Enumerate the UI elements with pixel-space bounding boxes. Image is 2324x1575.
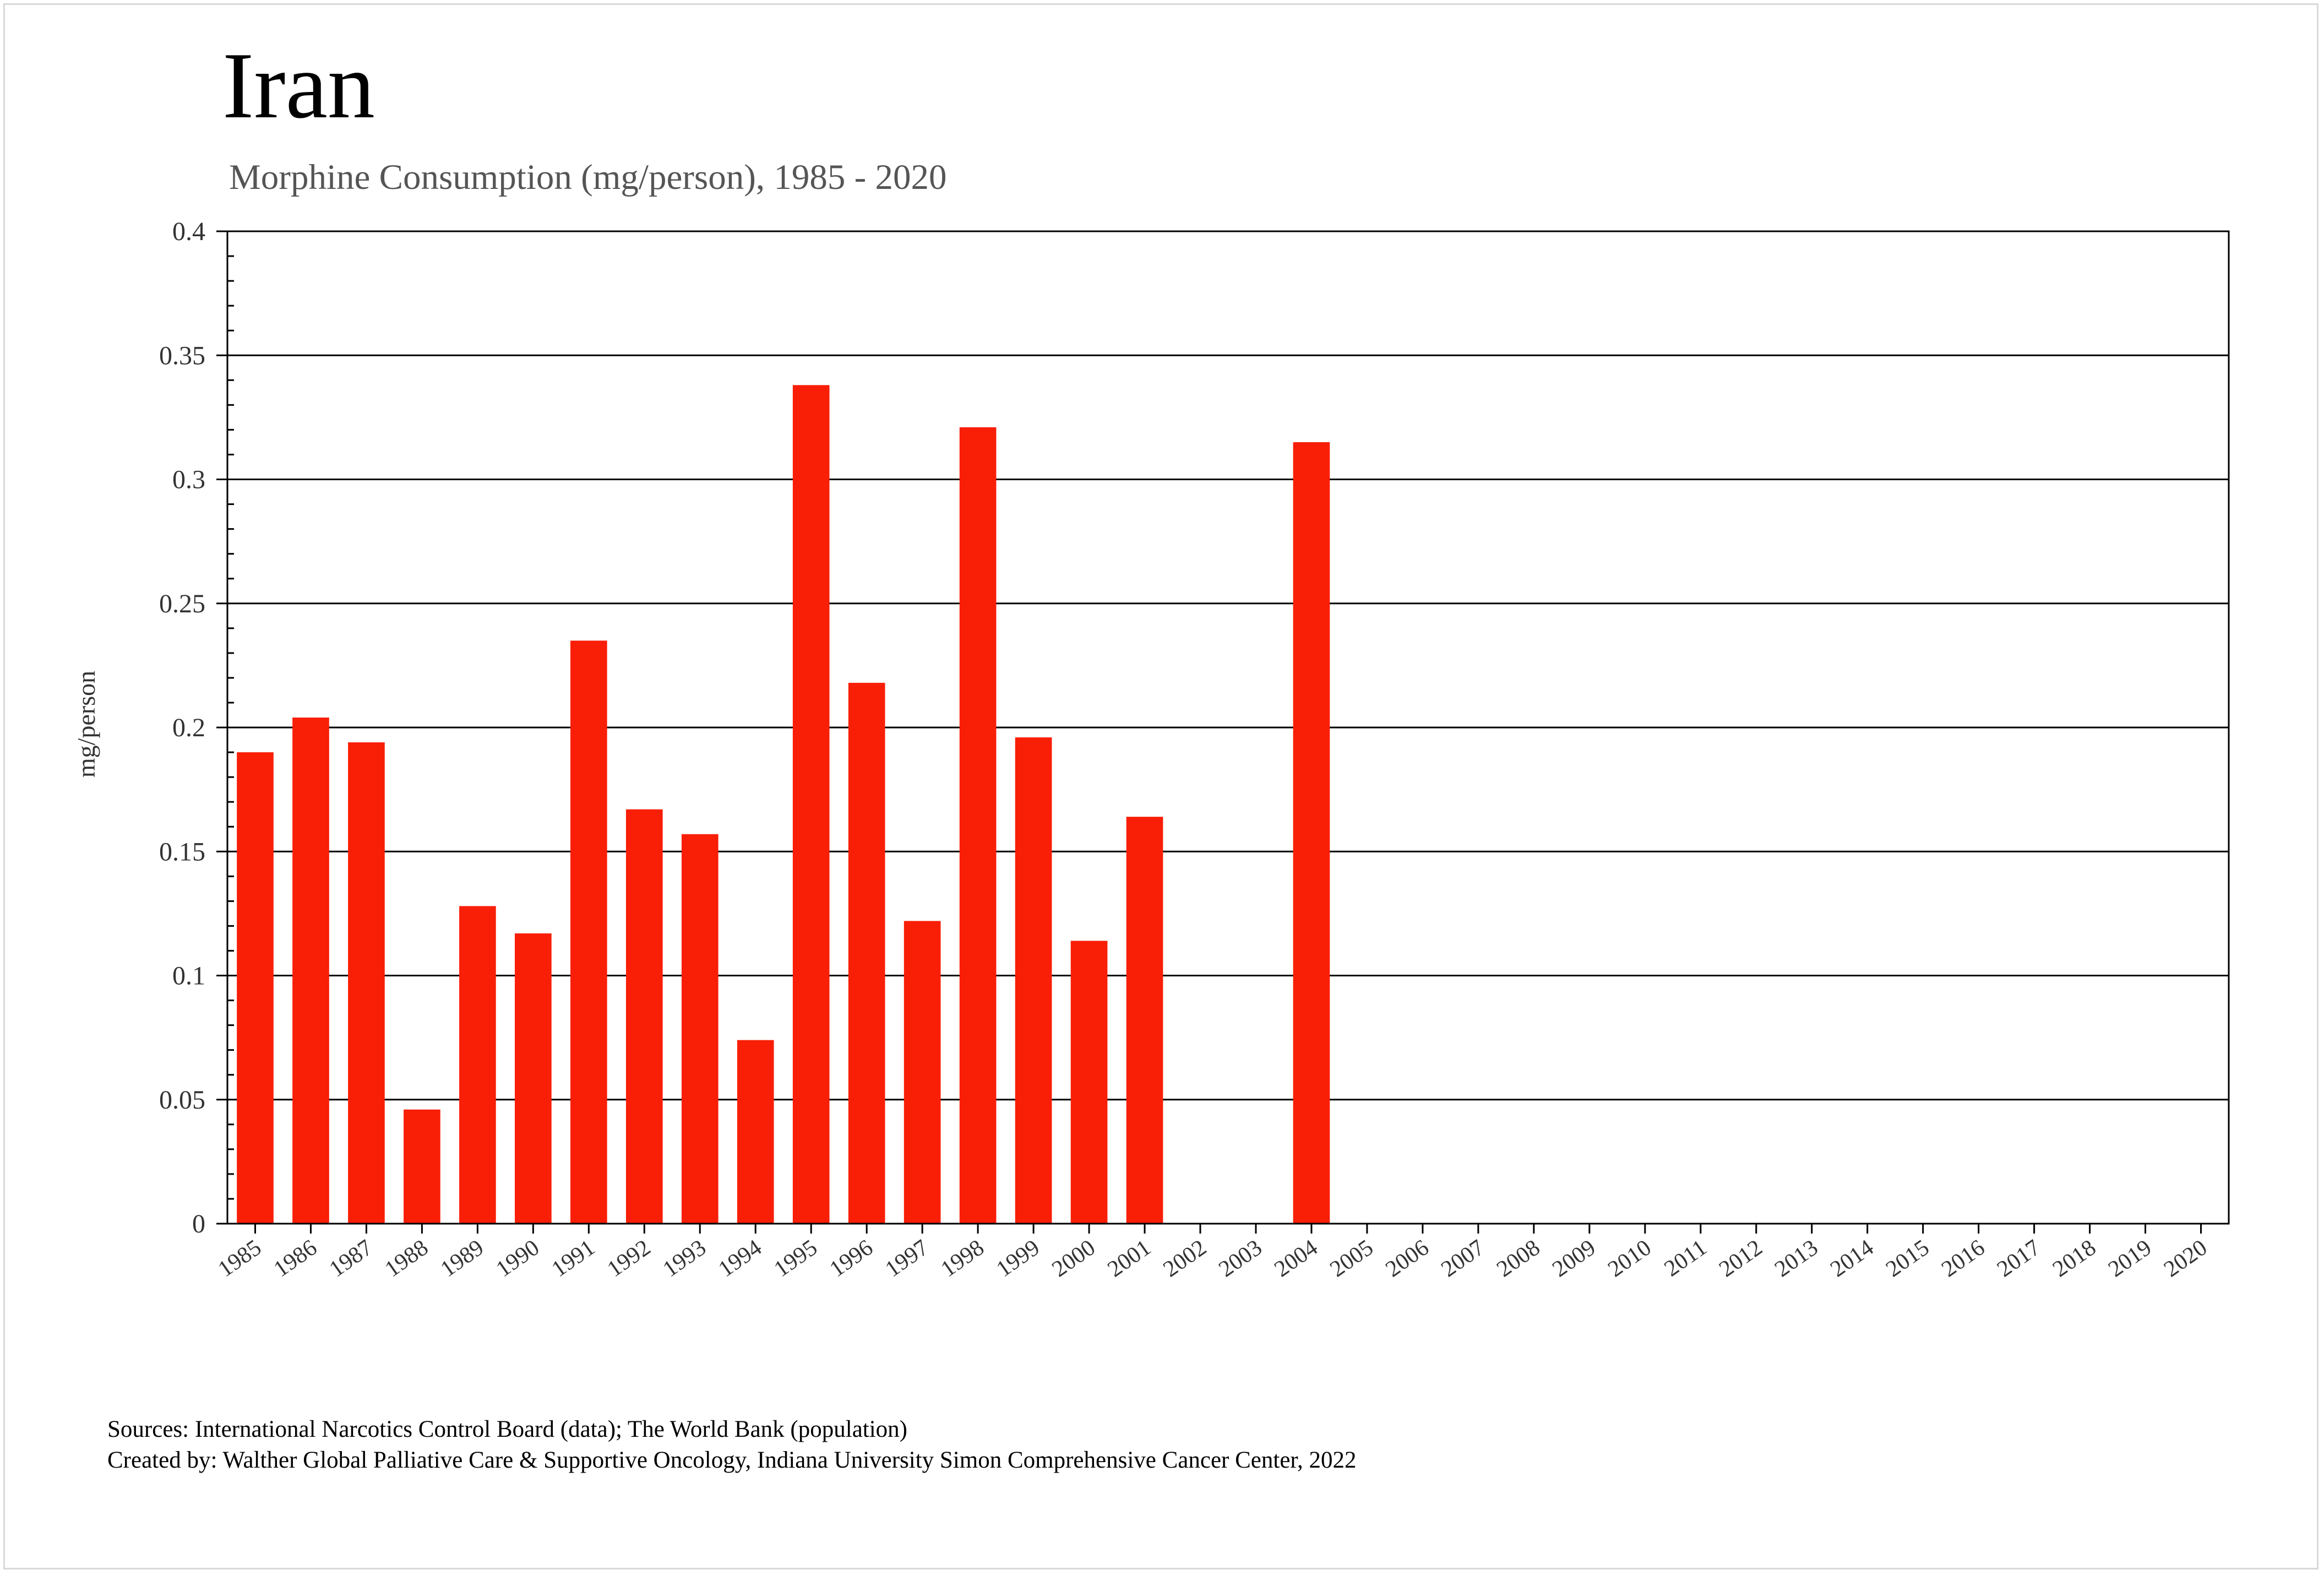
x-tick-label: 1992 bbox=[603, 1235, 655, 1283]
bar-1986 bbox=[292, 717, 329, 1224]
x-tick-label: 1993 bbox=[658, 1235, 711, 1283]
x-tick-label: 2001 bbox=[1103, 1235, 1156, 1283]
x-tick-label: 2015 bbox=[1881, 1235, 1934, 1283]
y-axis: 0 0.05 0.1 0.15 0.2 0.25 0.3 0.35 0.4 bbox=[159, 217, 234, 1239]
chart-frame bbox=[3, 3, 2318, 1569]
x-tick-label: 2010 bbox=[1603, 1235, 1656, 1283]
x-tick-label: 1987 bbox=[325, 1235, 377, 1283]
x-tick-label: 1985 bbox=[214, 1235, 266, 1283]
x-tick-label: 2006 bbox=[1381, 1235, 1433, 1283]
y-tick-label: 0.05 bbox=[159, 1085, 205, 1115]
x-tick-label: 1994 bbox=[714, 1235, 766, 1283]
bar-2001 bbox=[1126, 817, 1163, 1224]
x-tick-label: 1990 bbox=[492, 1235, 544, 1283]
y-tick-label: 0.4 bbox=[172, 217, 205, 246]
x-tick-label: 2018 bbox=[2048, 1235, 2100, 1283]
x-tick-label: 2012 bbox=[1715, 1235, 1767, 1283]
y-tick-label: 0.3 bbox=[172, 465, 205, 495]
x-tick-label: 2019 bbox=[2104, 1235, 2156, 1283]
y-tick-label: 0.15 bbox=[159, 837, 205, 866]
x-tick-label: 1991 bbox=[547, 1235, 600, 1283]
x-tick-label: 1996 bbox=[825, 1235, 878, 1283]
x-axis: 1985 1986 1987 1988 1989 1990 1991 1992 1993 1994… bbox=[214, 1224, 2212, 1282]
created-by-note: Created by: Walther Global Palliative Ca… bbox=[107, 1447, 1357, 1473]
chart-footer: Sources: International Narcotics Control… bbox=[107, 1414, 1357, 1476]
grid-lines bbox=[227, 354, 2229, 1101]
y-tick-label: 0.1 bbox=[172, 962, 205, 991]
bar-1988 bbox=[404, 1109, 440, 1224]
y-tick-label: 0.25 bbox=[159, 589, 205, 618]
x-tick-label: 2017 bbox=[1993, 1235, 2045, 1283]
bar-1985 bbox=[237, 752, 274, 1224]
bar-2000 bbox=[1070, 941, 1108, 1224]
bar-1995 bbox=[792, 385, 830, 1224]
x-tick-label: 1986 bbox=[269, 1235, 322, 1283]
x-tick-label: 2013 bbox=[1770, 1235, 1822, 1283]
x-tick-label: 2007 bbox=[1436, 1235, 1489, 1283]
bar-1997 bbox=[904, 921, 941, 1224]
y-axis-label: mg/person bbox=[72, 671, 100, 778]
y-tick-label: 0.35 bbox=[159, 341, 205, 370]
y-tick-label: 0 bbox=[192, 1209, 205, 1239]
bar-1991 bbox=[570, 640, 607, 1224]
bar-1989 bbox=[459, 906, 496, 1224]
bar-1990 bbox=[515, 933, 552, 1224]
x-tick-label: 2005 bbox=[1325, 1235, 1378, 1283]
bar-1996 bbox=[848, 682, 885, 1224]
bar-1999 bbox=[1015, 737, 1052, 1224]
x-tick-label: 2002 bbox=[1159, 1235, 1211, 1283]
x-tick-label: 2016 bbox=[1937, 1235, 1989, 1283]
sources-note: Sources: International Narcotics Control… bbox=[107, 1416, 907, 1442]
x-tick-label: 1989 bbox=[436, 1235, 488, 1283]
x-tick-label: 1988 bbox=[380, 1235, 433, 1283]
bar-1998 bbox=[959, 427, 997, 1224]
y-tick-label: 0.2 bbox=[172, 713, 205, 742]
x-tick-label: 2011 bbox=[1660, 1235, 1712, 1282]
bar-1994 bbox=[737, 1040, 774, 1224]
bar-1987 bbox=[348, 742, 385, 1224]
x-tick-label: 2000 bbox=[1048, 1235, 1100, 1283]
x-tick-label: 2003 bbox=[1215, 1235, 1267, 1283]
bar-1992 bbox=[625, 809, 663, 1224]
x-tick-label: 2009 bbox=[1548, 1235, 1600, 1283]
x-tick-label: 2020 bbox=[2159, 1235, 2212, 1283]
x-tick-label: 1997 bbox=[881, 1235, 933, 1283]
x-tick-label: 1995 bbox=[770, 1235, 822, 1283]
x-tick-label: 2014 bbox=[1826, 1235, 1878, 1283]
bar-1993 bbox=[681, 834, 719, 1224]
x-tick-label: 2004 bbox=[1270, 1235, 1322, 1283]
x-tick-label: 2008 bbox=[1492, 1235, 1544, 1283]
chart-subtitle: Morphine Consumption (mg/person), 1985 -… bbox=[229, 158, 947, 197]
bar-2004 bbox=[1293, 442, 1330, 1224]
chart-title: Iran bbox=[222, 34, 375, 138]
bars bbox=[237, 385, 1330, 1224]
x-tick-label: 1998 bbox=[937, 1235, 989, 1283]
x-tick-label: 1999 bbox=[992, 1235, 1044, 1283]
